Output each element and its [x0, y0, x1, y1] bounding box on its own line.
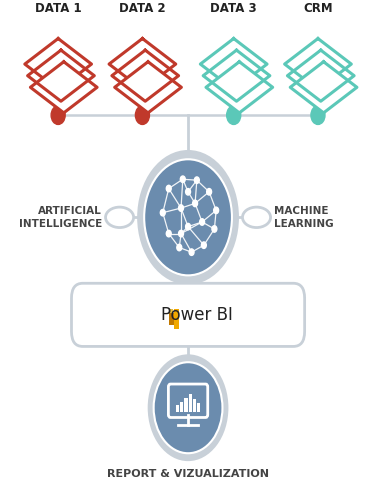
Circle shape	[195, 177, 199, 184]
Circle shape	[177, 244, 182, 251]
Circle shape	[201, 242, 206, 248]
Polygon shape	[30, 62, 97, 113]
Circle shape	[200, 219, 204, 225]
Text: ARTIFICIAL
INTELLIGENCE: ARTIFICIAL INTELLIGENCE	[19, 206, 102, 229]
Circle shape	[135, 106, 149, 124]
Circle shape	[178, 230, 184, 237]
Polygon shape	[290, 62, 357, 113]
Polygon shape	[287, 50, 354, 101]
Polygon shape	[115, 62, 181, 113]
Circle shape	[207, 188, 212, 195]
Polygon shape	[25, 39, 92, 90]
Circle shape	[51, 106, 65, 124]
Bar	[169, 313, 174, 325]
Circle shape	[311, 106, 325, 124]
Bar	[197, 402, 200, 412]
Circle shape	[137, 150, 239, 285]
Bar	[174, 309, 179, 329]
Circle shape	[144, 159, 232, 275]
Circle shape	[178, 205, 184, 211]
Circle shape	[212, 226, 217, 232]
Polygon shape	[285, 39, 351, 90]
Text: DATA 1: DATA 1	[35, 2, 81, 15]
Circle shape	[189, 249, 194, 255]
Circle shape	[185, 223, 191, 230]
Text: DATA 2: DATA 2	[119, 2, 166, 15]
Ellipse shape	[242, 207, 270, 228]
Circle shape	[185, 188, 191, 195]
Ellipse shape	[105, 207, 134, 228]
Bar	[189, 394, 192, 412]
Bar	[193, 399, 196, 412]
Circle shape	[166, 230, 171, 237]
Text: Power BI: Power BI	[161, 306, 233, 324]
Circle shape	[166, 185, 171, 192]
Circle shape	[227, 106, 241, 124]
Bar	[184, 398, 188, 412]
Polygon shape	[112, 50, 178, 101]
Polygon shape	[200, 39, 267, 90]
Bar	[176, 405, 179, 412]
Circle shape	[180, 176, 185, 183]
Polygon shape	[206, 62, 273, 113]
Text: CRM: CRM	[303, 2, 333, 15]
Polygon shape	[203, 50, 270, 101]
Polygon shape	[109, 39, 176, 90]
Circle shape	[154, 362, 222, 453]
Circle shape	[160, 210, 165, 216]
Bar	[180, 402, 183, 412]
Bar	[169, 308, 173, 313]
FancyBboxPatch shape	[72, 283, 305, 347]
Circle shape	[214, 207, 219, 214]
Text: DATA 3: DATA 3	[210, 2, 257, 15]
Circle shape	[193, 200, 197, 207]
Text: MACHINE
LEARNING: MACHINE LEARNING	[274, 206, 334, 229]
Text: REPORT & VIZUALIZATION: REPORT & VIZUALIZATION	[107, 469, 269, 480]
Circle shape	[148, 354, 228, 461]
Polygon shape	[28, 50, 94, 101]
